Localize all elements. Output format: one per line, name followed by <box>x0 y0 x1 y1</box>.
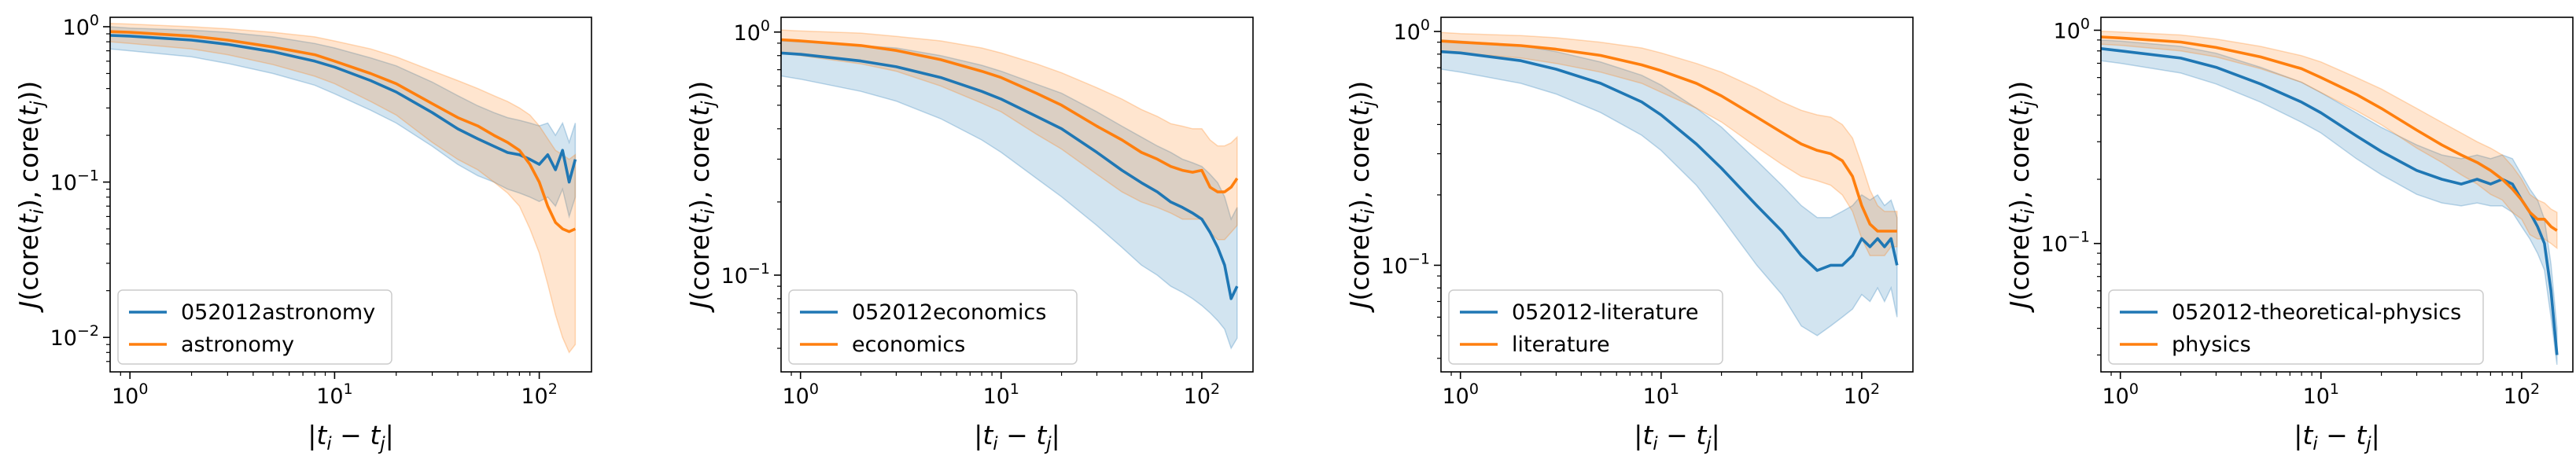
subplot-3: 100 101 102 10−1 100 |ti − tj| J(core(ti), cor… <box>1344 17 1914 454</box>
legend-label-b: economics <box>852 333 965 357</box>
x-tick-label: 101 <box>983 381 1019 409</box>
plot-area <box>781 29 1239 350</box>
series-line-a <box>1441 50 1899 272</box>
x-tick-label: 101 <box>1643 381 1679 409</box>
legend: 052012astronomy astronomy <box>117 289 392 365</box>
series-line-a <box>781 51 1239 300</box>
y-axis-label: J(core(ti), core(tj)) <box>2004 81 2039 314</box>
legend-box <box>117 289 392 365</box>
legend-box <box>2108 289 2484 365</box>
legend-box <box>1448 289 1723 365</box>
x-tick-label: 102 <box>521 381 557 409</box>
x-tick-label: 101 <box>2303 381 2339 409</box>
axes-frame <box>2100 17 2574 373</box>
legend-box <box>788 289 1078 365</box>
y-axis-label: J(core(ti), core(tj)) <box>1344 81 1379 314</box>
subplot-4: 100 101 102 10−1 100 |ti − tj| J(core(ti), cor… <box>2004 15 2574 454</box>
subplot-2: 100 101 102 10−1 100 |ti − tj| J(core(ti), cor… <box>684 17 1254 454</box>
x-tick-label: 100 <box>112 381 148 409</box>
legend: 052012-literature literature <box>1448 289 1723 365</box>
x-tick-label: 100 <box>1442 381 1478 409</box>
confidence-band-b <box>1441 31 1898 256</box>
x-axis-label: |ti − tj| <box>1634 420 1720 454</box>
x-tick-label: 100 <box>782 381 818 409</box>
legend-label-b: physics <box>2172 333 2251 357</box>
y-tick-label: 10−2 <box>50 322 99 351</box>
confidence-band-a <box>2101 39 2558 365</box>
y-tick-label: 100 <box>734 17 770 46</box>
y-tick-label: 100 <box>2054 15 2090 43</box>
x-tick-label: 100 <box>2102 381 2138 409</box>
legend-label-b: astronomy <box>181 333 294 357</box>
series-line-b <box>110 30 577 234</box>
y-tick-label: 10−1 <box>2041 229 2090 257</box>
legend: 052012-theoretical-physics physics <box>2108 289 2484 365</box>
confidence-band-b <box>110 23 577 354</box>
series-line-b <box>781 38 1239 193</box>
plot-area <box>1441 31 1899 336</box>
y-tick-label: 100 <box>1394 17 1430 45</box>
x-tick-label: 102 <box>1844 381 1880 409</box>
x-tick-label: 102 <box>1184 381 1220 409</box>
legend-label-a: 052012astronomy <box>181 300 375 325</box>
legend-label-a: 052012-theoretical-physics <box>2172 300 2461 325</box>
x-tick-label: 101 <box>316 381 352 409</box>
confidence-band-b <box>781 29 1238 241</box>
legend-label-a: 052012-literature <box>1512 300 1698 325</box>
y-axis-label: J(core(ti), core(tj)) <box>13 81 48 314</box>
plot-area <box>2101 30 2559 365</box>
plot-area <box>110 23 577 354</box>
series-line-a <box>110 34 577 184</box>
y-tick-label: 10−1 <box>50 167 99 196</box>
y-tick-label: 10−1 <box>1381 250 1430 278</box>
y-axis-label: J(core(ti), core(tj)) <box>684 81 719 314</box>
series-line-b <box>1441 39 1897 233</box>
y-tick-label: 100 <box>63 12 99 40</box>
series-line-b <box>2101 35 2558 232</box>
y-tick-label: 10−1 <box>721 260 770 289</box>
legend: 052012economics economics <box>788 289 1078 365</box>
legend-label-a: 052012economics <box>852 300 1046 325</box>
x-tick-label: 102 <box>2504 381 2540 409</box>
confidence-band-b <box>2101 30 2558 250</box>
confidence-band-a <box>1441 39 1898 336</box>
x-axis-label: |ti − tj| <box>974 420 1060 454</box>
series-line-a <box>2101 47 2559 355</box>
x-axis-label: |ti − tj| <box>308 420 394 454</box>
x-axis-label: |ti − tj| <box>2294 420 2380 454</box>
axes-frame <box>780 17 1254 373</box>
legend-label-b: literature <box>1512 333 1610 357</box>
axes-frame <box>109 17 592 373</box>
subplot-1: 100 101 102 10−2 10−1 100 |ti − tj| J(core(ti),… <box>13 12 592 454</box>
